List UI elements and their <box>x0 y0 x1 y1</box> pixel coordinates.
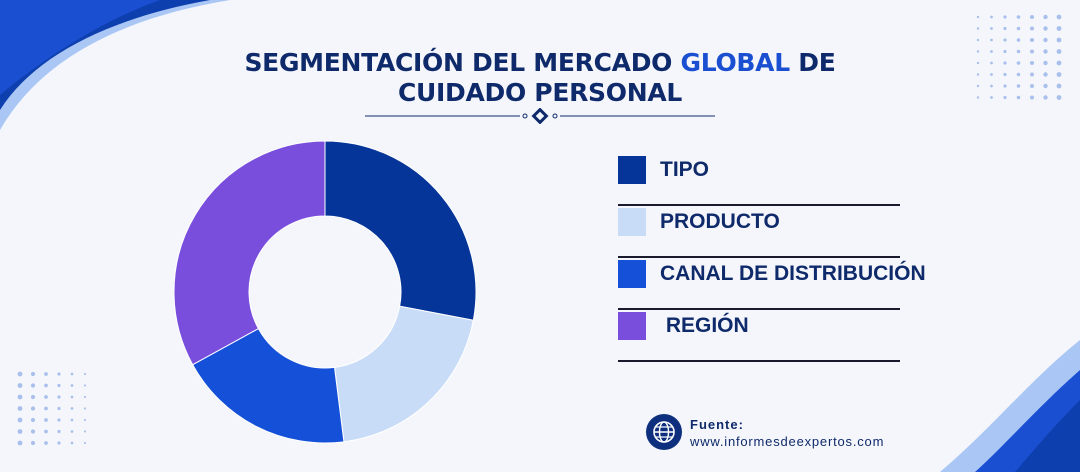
page-title: SEGMENTACIÓN DEL MERCADO GLOBAL DE CUIDA… <box>190 48 890 108</box>
donut-chart <box>173 140 477 444</box>
legend-divider <box>618 204 900 206</box>
legend-swatch <box>618 260 646 288</box>
donut-slice-2 <box>191 327 345 444</box>
title-part1: SEGMENTACIÓN DEL MERCADO <box>244 48 681 77</box>
source-label: Fuente: <box>690 417 744 432</box>
legend-item-tipo: TIPO <box>618 156 900 208</box>
legend-item-canal: CANAL DE DISTRIBUCIÓN <box>618 260 926 312</box>
legend-divider <box>618 360 900 362</box>
legend-swatch <box>618 156 646 184</box>
title-highlight: GLOBAL <box>680 48 791 77</box>
legend-label: CANAL DE DISTRIBUCIÓN <box>660 262 926 285</box>
title-part2: DE CUIDADO PERSONAL <box>397 48 836 107</box>
legend-label: PRODUCTO <box>660 210 780 233</box>
globe-icon <box>646 414 682 450</box>
legend-swatch <box>618 208 646 236</box>
source-url[interactable]: www.informesdeexpertos.com <box>690 434 885 449</box>
legend-swatch <box>618 312 646 340</box>
legend-label: TIPO <box>660 158 710 181</box>
title-divider <box>365 108 715 124</box>
legend-item-region: REGIÓN <box>618 312 900 364</box>
legend-divider <box>618 308 900 310</box>
donut-slice-3 <box>173 140 326 366</box>
legend-divider <box>618 256 900 258</box>
legend-label: REGIÓN <box>660 314 749 337</box>
donut-slice-0 <box>324 140 477 321</box>
legend-item-producto: PRODUCTO <box>618 208 900 260</box>
donut-slice-1 <box>333 305 474 443</box>
